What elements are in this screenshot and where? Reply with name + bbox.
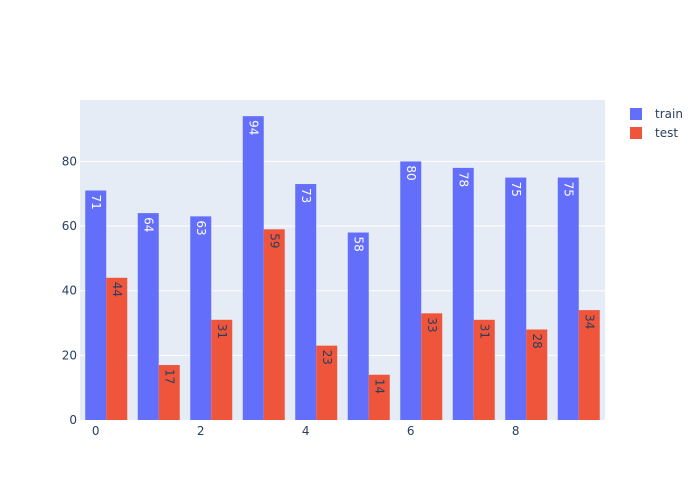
data-label-test: 23 [320, 350, 334, 365]
y-tick-label: 80 [62, 154, 77, 168]
bar-test [211, 319, 233, 420]
x-tick-label: 8 [512, 424, 520, 438]
bar-train [242, 116, 264, 420]
y-tick-label: 0 [69, 413, 77, 427]
data-label-train: 75 [509, 182, 523, 197]
legend: train test [630, 107, 683, 140]
y-axis: 0 20 40 60 80 [62, 154, 77, 427]
bars [85, 116, 600, 421]
x-axis: 0 2 4 6 8 [92, 424, 520, 438]
legend-swatch-test [630, 127, 642, 139]
bar-test [368, 374, 390, 420]
legend-swatch-train [630, 108, 642, 120]
legend-label-test: test [655, 126, 678, 140]
bar-test [106, 277, 128, 420]
y-tick-label: 40 [62, 284, 77, 298]
data-label-train: 94 [246, 120, 260, 135]
x-tick-label: 0 [92, 424, 100, 438]
data-label-train: 64 [141, 217, 155, 232]
data-label-test: 33 [425, 317, 439, 332]
bar-test [158, 365, 180, 420]
data-label-train: 58 [351, 237, 365, 252]
bar-train [190, 216, 212, 420]
data-label-train: 78 [456, 172, 470, 187]
data-label-test: 31 [215, 324, 229, 339]
bar-test [473, 319, 495, 420]
legend-label-train: train [655, 107, 683, 121]
x-tick-label: 4 [302, 424, 310, 438]
data-label-test: 28 [530, 333, 544, 348]
bar-test [263, 229, 285, 420]
y-tick-label: 60 [62, 219, 77, 233]
data-label-test: 31 [477, 324, 491, 339]
bar-train [452, 167, 474, 420]
data-label-test: 59 [267, 233, 281, 248]
bar-train [557, 177, 579, 420]
x-tick-label: 2 [197, 424, 205, 438]
data-label-test: 17 [162, 369, 176, 384]
data-label-test: 44 [110, 282, 124, 297]
bar-train [295, 184, 317, 420]
bar-train [505, 177, 527, 420]
bar-train [347, 232, 369, 420]
bar-test [526, 329, 548, 420]
data-label-train: 63 [194, 220, 208, 235]
bar-train [400, 161, 422, 421]
x-tick-label: 6 [407, 424, 415, 438]
data-label-test: 14 [372, 379, 386, 394]
bar-test [578, 310, 600, 420]
data-label-train: 75 [561, 182, 575, 197]
bar-train [85, 190, 107, 420]
data-label-test: 34 [582, 314, 596, 329]
bar-train [137, 213, 159, 420]
data-label-train: 80 [404, 165, 418, 180]
bar-test [421, 313, 443, 420]
data-labels: 71 64 63 94 73 58 80 78 75 75 44 17 31 59 23 14 33 31 28 34 [89, 120, 597, 394]
data-label-train: 71 [89, 195, 103, 210]
bar-test [316, 345, 338, 420]
data-label-train: 73 [299, 188, 313, 203]
y-tick-label: 20 [62, 348, 77, 362]
